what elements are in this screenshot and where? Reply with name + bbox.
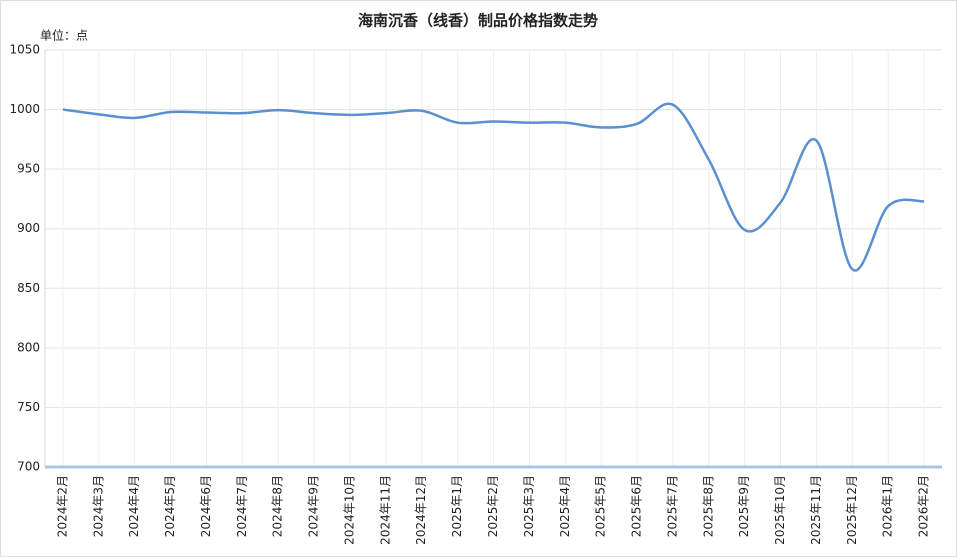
x-tick-label: 2025年2月 [486,475,500,537]
x-tick-label: 2024年4月 [127,475,141,537]
chart-title: 海南沉香（线香）制品价格指数走势 [358,12,598,30]
x-tick-label: 2024年9月 [307,475,321,537]
x-tick-label: 2024年5月 [163,475,177,537]
x-tick-label: 2024年3月 [91,475,105,537]
x-tick-label: 2025年8月 [701,475,715,537]
x-tick-label: 2025年12月 [845,475,859,545]
x-tick-label: 2025年11月 [809,475,823,545]
x-tick-label: 2025年7月 [665,475,679,537]
y-tick-label: 1050 [9,43,40,57]
x-tick-label: 2025年10月 [773,475,787,545]
x-tick-label: 2025年9月 [737,475,751,537]
x-tick-label: 2024年2月 [55,475,69,537]
x-tick-label: 2024年12月 [414,475,428,545]
y-tick-label: 850 [17,281,40,295]
unit-label: 单位：点 [40,28,88,43]
x-tick-label: 2024年10月 [342,475,356,545]
x-tick-label: 2025年4月 [558,475,572,537]
y-tick-label: 700 [17,460,40,474]
x-tick-label: 2025年6月 [630,475,644,537]
x-tick-label: 2024年7月 [235,475,249,537]
y-tick-label: 800 [17,340,40,354]
y-tick-label: 950 [17,162,40,176]
y-tick-label: 1000 [9,102,40,116]
x-tick-label: 2024年6月 [199,475,213,537]
x-tick-label: 2026年2月 [917,475,931,537]
x-tick-label: 2024年8月 [271,475,285,537]
y-tick-label: 750 [17,400,40,414]
x-tick-label: 2025年1月 [450,475,464,537]
y-tick-label: 900 [17,221,40,235]
x-tick-label: 2026年1月 [881,475,895,537]
x-tick-label: 2025年3月 [522,475,536,537]
series-line [62,102,925,272]
x-tick-label: 2024年11月 [378,475,392,545]
x-tick-label: 2025年5月 [594,475,608,537]
